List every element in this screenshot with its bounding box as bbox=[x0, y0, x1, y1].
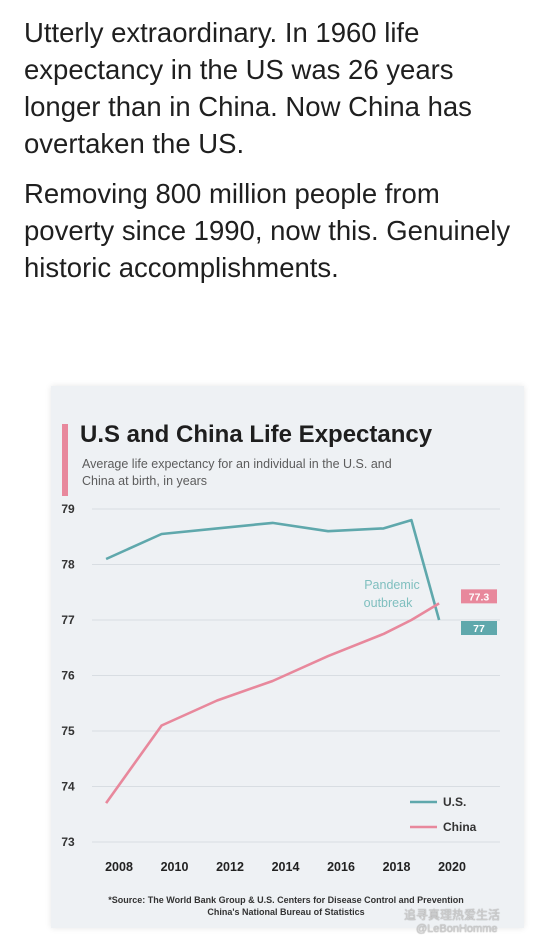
x-tick-label: 2010 bbox=[161, 860, 189, 874]
x-tick-label: 2008 bbox=[105, 860, 133, 874]
wechat-watermark: 追寻真理热爱生活 @LeBonHomme bbox=[404, 906, 500, 935]
legend-label: China bbox=[443, 820, 477, 834]
chart-card bbox=[51, 386, 524, 928]
end-label-box bbox=[461, 589, 497, 604]
y-tick-label: 74 bbox=[61, 780, 75, 794]
annotation-line-1: Pandemic bbox=[364, 578, 420, 592]
x-tick-label: 2012 bbox=[216, 860, 244, 874]
x-tick-label: 2018 bbox=[383, 860, 411, 874]
series-line-china bbox=[105, 602, 440, 804]
chart-source: *Source: The World Bank Group & U.S. Cen… bbox=[51, 894, 521, 918]
title-accent-bar bbox=[62, 424, 68, 496]
post-paragraph-2: Removing 800 million people from poverty… bbox=[24, 178, 511, 283]
annotation-line-2: outbreak bbox=[364, 596, 413, 610]
y-tick-label: 73 bbox=[61, 835, 75, 849]
watermark-handle: @LeBonHomme bbox=[416, 923, 498, 935]
x-tick-label: 2016 bbox=[327, 860, 355, 874]
end-label: 77.3 bbox=[469, 591, 490, 603]
x-tick-label: 2014 bbox=[272, 860, 300, 874]
series-line-us bbox=[105, 518, 441, 621]
end-label-box bbox=[461, 621, 497, 635]
chart-subtitle: Average life expectancy for an individua… bbox=[82, 457, 392, 488]
chart-title: U.S and China Life Expectancy bbox=[80, 421, 433, 448]
watermark-text: 追寻真理热爱生活 bbox=[404, 908, 501, 922]
end-label: 77 bbox=[473, 623, 485, 635]
x-tick-label: 2020 bbox=[438, 860, 466, 874]
y-tick-label: 77 bbox=[61, 613, 75, 627]
y-tick-label: 76 bbox=[61, 669, 75, 683]
y-tick-label: 75 bbox=[61, 724, 75, 738]
y-tick-label: 79 bbox=[61, 502, 75, 516]
post-paragraph-1: Utterly extraordinary. In 1960 life expe… bbox=[24, 17, 472, 159]
post-text: Utterly extraordinary. In 1960 life expe… bbox=[24, 14, 536, 299]
legend-label: U.S. bbox=[443, 795, 466, 809]
source-line-1: *Source: The World Bank Group & U.S. Cen… bbox=[108, 895, 464, 905]
y-tick-label: 78 bbox=[61, 558, 75, 572]
source-line-2: China's National Bureau of Statistics bbox=[207, 907, 365, 917]
